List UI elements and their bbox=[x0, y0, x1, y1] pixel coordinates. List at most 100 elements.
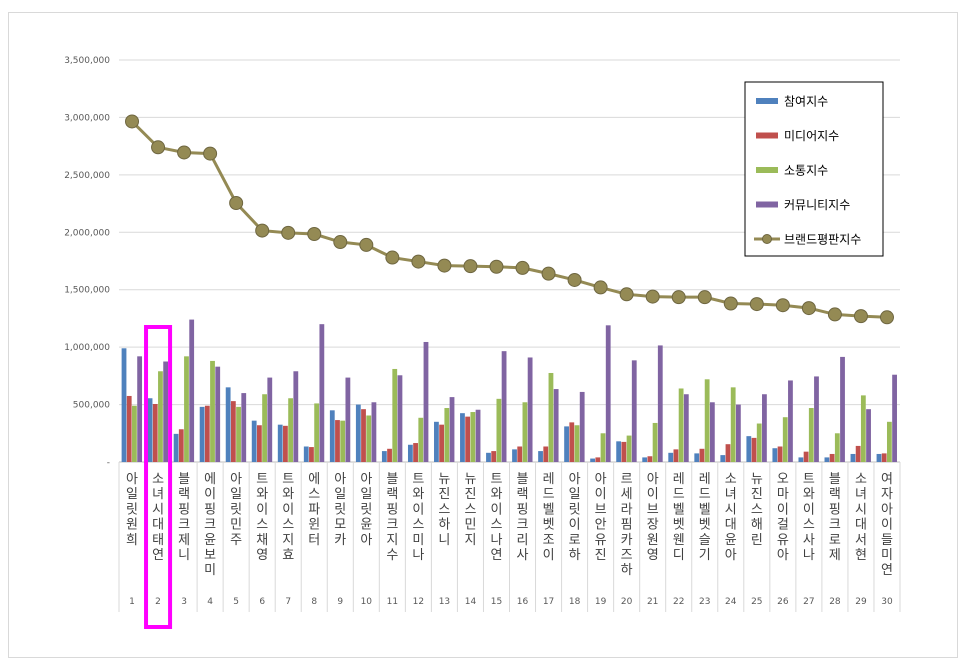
bar bbox=[881, 453, 887, 462]
bar bbox=[548, 372, 554, 462]
bar bbox=[756, 423, 762, 462]
bar bbox=[803, 451, 809, 462]
legend-entry: 소통지수 bbox=[784, 164, 828, 178]
x-rank-label: 15 bbox=[491, 597, 502, 607]
bar bbox=[709, 402, 715, 462]
bar bbox=[522, 402, 528, 462]
bar bbox=[340, 420, 346, 462]
bar bbox=[892, 374, 897, 462]
line-point bbox=[281, 225, 296, 240]
bar bbox=[267, 377, 273, 462]
bar bbox=[210, 360, 215, 462]
bar bbox=[189, 319, 195, 462]
x-rank-label: 16 bbox=[517, 597, 529, 607]
bar bbox=[866, 409, 871, 462]
line-point bbox=[307, 227, 322, 242]
bar bbox=[730, 387, 736, 462]
x-rank-label: 5 bbox=[233, 597, 239, 607]
bar bbox=[152, 403, 158, 462]
bar bbox=[397, 375, 403, 462]
bar bbox=[517, 446, 523, 462]
bar bbox=[236, 406, 241, 462]
line-point bbox=[359, 237, 374, 252]
bar bbox=[407, 444, 413, 462]
y-tick-label: - bbox=[107, 458, 110, 468]
x-rank-label: 26 bbox=[777, 597, 789, 607]
line-point bbox=[671, 290, 686, 305]
bar bbox=[788, 380, 793, 462]
bar bbox=[392, 368, 398, 462]
bar bbox=[251, 420, 257, 462]
line-point bbox=[541, 266, 556, 281]
bar bbox=[434, 421, 439, 462]
bar bbox=[381, 451, 387, 462]
x-rank-label: 11 bbox=[387, 597, 398, 607]
bar bbox=[590, 458, 596, 462]
bar bbox=[465, 416, 471, 462]
y-tick-label: 3,500,000 bbox=[64, 56, 110, 66]
bar bbox=[762, 394, 767, 462]
line-point bbox=[203, 146, 218, 161]
x-rank-label: 18 bbox=[569, 597, 581, 607]
bar bbox=[616, 441, 622, 462]
bar bbox=[699, 448, 705, 462]
x-rank-label: 29 bbox=[855, 597, 867, 607]
bar bbox=[543, 446, 549, 462]
legend-swatch bbox=[756, 167, 778, 173]
line-point bbox=[619, 287, 634, 302]
x-rank-label: 22 bbox=[673, 597, 684, 607]
x-rank-label: 30 bbox=[881, 597, 893, 607]
x-rank-label: 3 bbox=[181, 597, 187, 607]
bar bbox=[319, 324, 325, 462]
x-rank-label: 27 bbox=[803, 597, 814, 607]
bar bbox=[225, 387, 231, 462]
bar bbox=[512, 449, 517, 462]
bar bbox=[449, 397, 455, 462]
bar bbox=[418, 417, 424, 462]
bar bbox=[147, 398, 153, 462]
bar bbox=[860, 395, 866, 462]
bar bbox=[439, 424, 445, 462]
bar bbox=[178, 429, 184, 462]
bar bbox=[314, 403, 320, 462]
highlight-box bbox=[144, 325, 173, 629]
bar bbox=[158, 371, 163, 462]
bar bbox=[527, 357, 533, 462]
x-rank-label: 4 bbox=[207, 597, 213, 607]
x-rank-label: 20 bbox=[621, 597, 633, 607]
bar bbox=[475, 409, 481, 462]
x-rank-label: 2 bbox=[155, 597, 161, 607]
bar bbox=[335, 420, 340, 462]
bar bbox=[631, 360, 637, 462]
bar bbox=[387, 448, 392, 462]
bar bbox=[735, 404, 741, 462]
x-rank-label: 19 bbox=[595, 597, 607, 607]
bar bbox=[288, 398, 294, 462]
x-rank-label: 24 bbox=[725, 597, 737, 607]
line-point bbox=[333, 235, 348, 250]
bar bbox=[642, 457, 648, 462]
bar bbox=[486, 452, 491, 462]
bar bbox=[673, 449, 679, 462]
bar bbox=[808, 408, 814, 462]
bar bbox=[303, 446, 309, 462]
line-point bbox=[385, 250, 400, 265]
line-point bbox=[801, 301, 816, 316]
bar bbox=[678, 388, 684, 462]
line-point bbox=[489, 259, 504, 274]
bar bbox=[460, 413, 465, 462]
legend-swatch bbox=[756, 132, 778, 139]
bar bbox=[694, 453, 700, 462]
x-rank-label: 6 bbox=[259, 597, 265, 607]
y-tick-label: 2,500,000 bbox=[64, 171, 110, 181]
bar bbox=[371, 402, 377, 462]
